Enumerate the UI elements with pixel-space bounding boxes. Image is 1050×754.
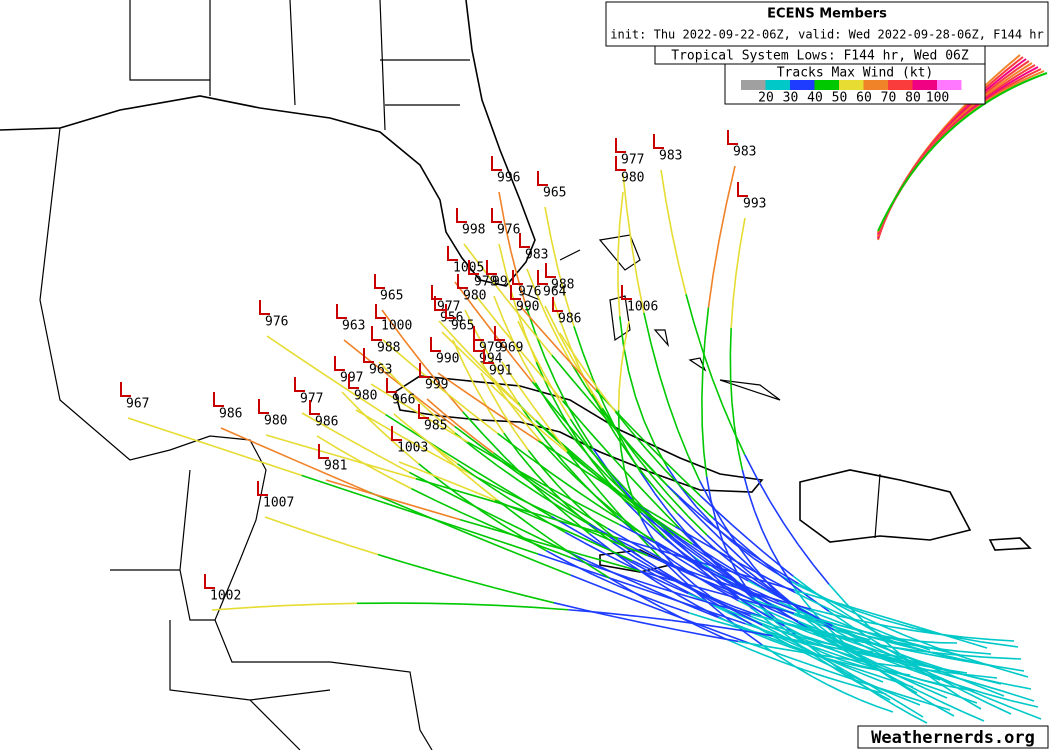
pressure-label: 977 [621,153,644,168]
pressure-label: 986 [558,312,581,327]
legend-swatch [937,80,962,90]
pressure-label: 99 [492,275,508,290]
pressure-label: 1007 [263,496,294,511]
legend-swatch [913,80,938,90]
legend-tick-label: 70 [881,91,897,106]
pressure-label: 983 [525,248,548,263]
legend-tick-label: 50 [832,91,848,106]
subtitle: init: Thu 2022-09-22-06Z, valid: Wed 202… [610,28,1043,42]
pressure-label: 993 [743,197,766,212]
pressure-label: 998 [462,223,485,238]
legend-tick-label: 100 [926,91,949,106]
legend-swatch [839,80,864,90]
pressure-label: 996 [497,171,520,186]
pressure-label: 964 [543,285,567,300]
legend-swatch [815,80,840,90]
track-segment [619,410,620,430]
title: ECENS Members [767,7,887,22]
pressure-label: 980 [354,389,377,404]
pressure-label: 976 [265,315,288,330]
pressure-label: 976 [518,285,541,300]
pressure-label: 990 [516,300,539,315]
pressure-label: 985 [424,419,447,434]
track-segment [702,370,703,399]
pressure-label: 981 [324,459,347,474]
pressure-label: 965 [451,319,474,334]
pressure-label: 976 [497,223,520,238]
pressure-label: 969 [500,341,523,356]
pressure-label: 967 [126,397,149,412]
pressure-label: 997 [340,371,363,386]
track-segment [619,389,620,410]
pressure-label: 980 [463,289,486,304]
track-segment [321,603,357,604]
legend-swatch [790,80,815,90]
legend-swatch [741,80,766,90]
pressure-label: 1006 [627,300,658,315]
track-segment [730,328,731,354]
legend-swatch [888,80,913,90]
track-segment [428,603,463,604]
pressure-label: 1002 [210,589,241,604]
lows-label: Tropical System Lows: F144 hr, Wed 06Z [671,49,969,64]
pressure-label: 983 [659,149,682,164]
legend-tick-label: 20 [758,91,774,106]
pressure-label: 980 [621,171,644,186]
legend-tick-label: 80 [905,91,921,106]
legend-tick-label: 40 [807,91,823,106]
pressure-label: 988 [377,341,400,356]
legend-swatch [864,80,889,90]
pressure-label: 999 [425,378,448,393]
credit: Weathernerds.org [871,728,1035,748]
pressure-label: 983 [733,145,756,160]
legend-tick-label: 60 [856,91,872,106]
pressure-label: 990 [436,352,459,367]
legend-swatch [766,80,791,90]
pressure-label: 986 [315,415,338,430]
pressure-label: 977 [300,392,323,407]
pressure-label: 991 [489,364,512,379]
pressure-label: 1000 [381,319,412,334]
pressure-label: 965 [543,186,566,201]
pressure-label: 966 [392,393,415,408]
pressure-label: 980 [264,414,287,429]
pressure-label: 965 [380,289,403,304]
pressure-label: 963 [369,363,392,378]
pressure-label: 986 [219,407,242,422]
pressure-label: 963 [342,319,365,334]
pressure-label: 1003 [397,441,428,456]
legend-tick-label: 30 [783,91,799,106]
legend-title: Tracks Max Wind (kt) [777,66,934,81]
